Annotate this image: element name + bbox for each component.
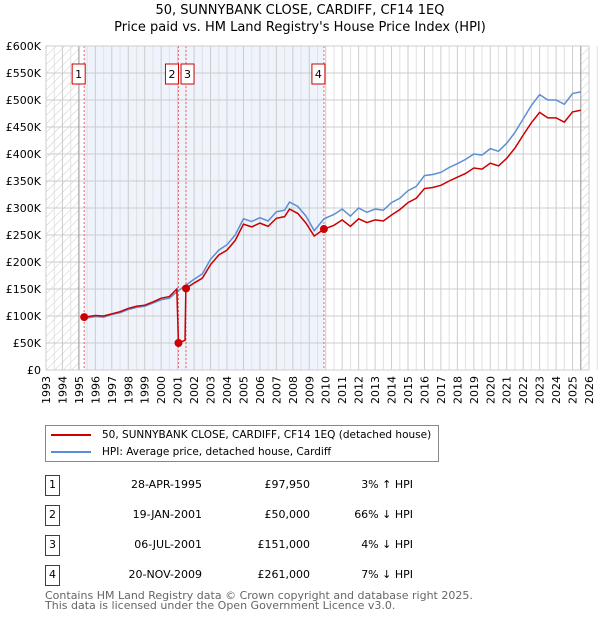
x-tick-label: 2021 <box>501 376 514 404</box>
x-tick-label: 2012 <box>353 376 366 404</box>
sale-label: 4 <box>315 68 322 81</box>
x-tick-label: 1999 <box>139 376 152 404</box>
transaction-number: 3 <box>45 535 60 556</box>
x-tick-label: 1997 <box>106 376 119 404</box>
transaction-hpi-diff: 3% ↑ HPI <box>361 478 413 491</box>
y-tick-label: £400K <box>6 148 42 161</box>
x-tick-label: 2013 <box>369 376 382 404</box>
x-tick-label: 2023 <box>534 376 547 404</box>
x-tick-label: 2014 <box>386 376 399 404</box>
y-tick-label: £100K <box>6 310 42 323</box>
legend-label: HPI: Average price, detached house, Card… <box>102 446 332 458</box>
legend-swatch <box>51 451 91 453</box>
transaction-date: 28-APR-1995 <box>130 478 202 491</box>
transaction-date: 19-JAN-2001 <box>132 508 202 521</box>
transaction-row: 1 28-APR-1995 £97,950 3% ↑ HPI <box>45 475 465 496</box>
x-tick-label: 2003 <box>205 376 218 404</box>
transaction-price: £97,950 <box>264 478 311 491</box>
chart: 1993 1994 1995 1996 1997 1998 1999 2000 2001 2002… <box>6 40 598 404</box>
x-tick-label: 2022 <box>517 376 530 404</box>
x-tick-label: 2017 <box>435 376 448 404</box>
sale-label: 2 <box>168 68 175 81</box>
sale-label-box <box>311 63 326 85</box>
x-tick-label: 1995 <box>73 376 86 404</box>
y-tick-label: £200K <box>6 256 42 269</box>
footer-line: Contains HM Land Registry data © Crown c… <box>45 589 473 602</box>
x-tick-label: 2019 <box>468 376 481 404</box>
sale-point <box>319 225 328 234</box>
sale-label: 3 <box>184 68 191 81</box>
sale-point <box>80 313 89 322</box>
x-tick-label: 2009 <box>303 376 316 404</box>
chart-title: 50, SUNNYBANK CLOSE, CARDIFF, CF14 1EQ <box>155 3 445 18</box>
y-tick-label: £600K <box>6 40 42 53</box>
chart-subtitle: Price paid vs. HM Land Registry's House … <box>114 20 486 35</box>
x-tick-label: 2010 <box>320 376 333 404</box>
sale-label-box <box>71 63 86 85</box>
y-tick-label: £50K <box>13 337 42 350</box>
transaction-number: 1 <box>45 475 60 496</box>
y-tick-label: £250K <box>6 229 42 242</box>
x-tick-label: 2026 <box>583 376 596 404</box>
y-tick-label: £550K <box>6 67 42 80</box>
footer: Contains HM Land Registry data © Crown c… <box>45 589 473 612</box>
transaction-hpi-diff: 7% ↓ HPI <box>361 568 413 581</box>
transaction-price: £50,000 <box>264 508 311 521</box>
transaction-hpi-diff: 4% ↓ HPI <box>361 538 413 551</box>
sale-point <box>182 284 191 293</box>
x-tick-label: 2025 <box>567 376 580 404</box>
x-tick-label: 1998 <box>122 376 135 404</box>
x-tick-label: 2005 <box>237 376 250 404</box>
plot-border <box>45 45 590 371</box>
sale-label-box <box>180 63 195 85</box>
x-tick-label: 2011 <box>336 376 349 404</box>
y-tick-label: £450K <box>6 121 42 134</box>
x-tick-label: 1994 <box>56 376 69 404</box>
y-tick-label: £300K <box>6 202 42 215</box>
sale-label-box <box>164 63 179 85</box>
transaction-price: £151,000 <box>257 538 311 551</box>
legend: 50, SUNNYBANK CLOSE, CARDIFF, CF14 1EQ (… <box>45 425 439 462</box>
x-tick-label: 2002 <box>188 376 201 404</box>
x-tick-label: 2006 <box>254 376 267 404</box>
legend-swatch <box>51 434 91 436</box>
y-tick-label: £0 <box>27 364 41 377</box>
x-tick-label: 2018 <box>451 376 464 404</box>
footer-line: This data is licensed under the Open Gov… <box>45 599 396 612</box>
x-tick-label: 2020 <box>484 376 497 404</box>
legend-label: 50, SUNNYBANK CLOSE, CARDIFF, CF14 1EQ (… <box>102 429 432 441</box>
x-tick-label: 1996 <box>89 376 102 404</box>
x-tick-label: 2016 <box>418 376 431 404</box>
transaction-row: 2 19-JAN-2001 £50,000 66% ↓ HPI <box>45 505 465 526</box>
sale-label: 1 <box>75 68 82 81</box>
x-tick-label: 2008 <box>287 376 300 404</box>
legend-item-price: 50, SUNNYBANK CLOSE, CARDIFF, CF14 1EQ (… <box>46 427 431 443</box>
y-tick-label: £350K <box>6 175 42 188</box>
x-tick-label: 2000 <box>155 376 168 404</box>
transaction-price: £261,000 <box>257 568 311 581</box>
transaction-date: 06-JUL-2001 <box>134 538 202 551</box>
x-tick-label: 2015 <box>402 376 415 404</box>
transaction-date: 20-NOV-2009 <box>128 568 202 581</box>
transaction-number: 4 <box>45 565 60 586</box>
legend-item-hpi: HPI: Average price, detached house, Card… <box>46 444 331 460</box>
sale-point <box>174 339 183 347</box>
x-tick-label: 2001 <box>172 376 185 404</box>
x-tick-label: 1993 <box>40 376 53 404</box>
transaction-number: 2 <box>45 505 60 526</box>
y-tick-label: £500K <box>6 94 42 107</box>
transaction-hpi-diff: 66% ↓ HPI <box>354 508 413 521</box>
transaction-row: 3 06-JUL-2001 £151,000 4% ↓ HPI <box>45 535 465 556</box>
hpi-line <box>83 91 581 320</box>
x-tick-label: 2004 <box>221 376 234 404</box>
x-tick-label: 2024 <box>550 376 563 404</box>
transaction-row: 4 20-NOV-2009 £261,000 7% ↓ HPI <box>45 565 465 586</box>
x-tick-label: 2007 <box>270 376 283 404</box>
y-tick-label: £150K <box>6 283 42 296</box>
